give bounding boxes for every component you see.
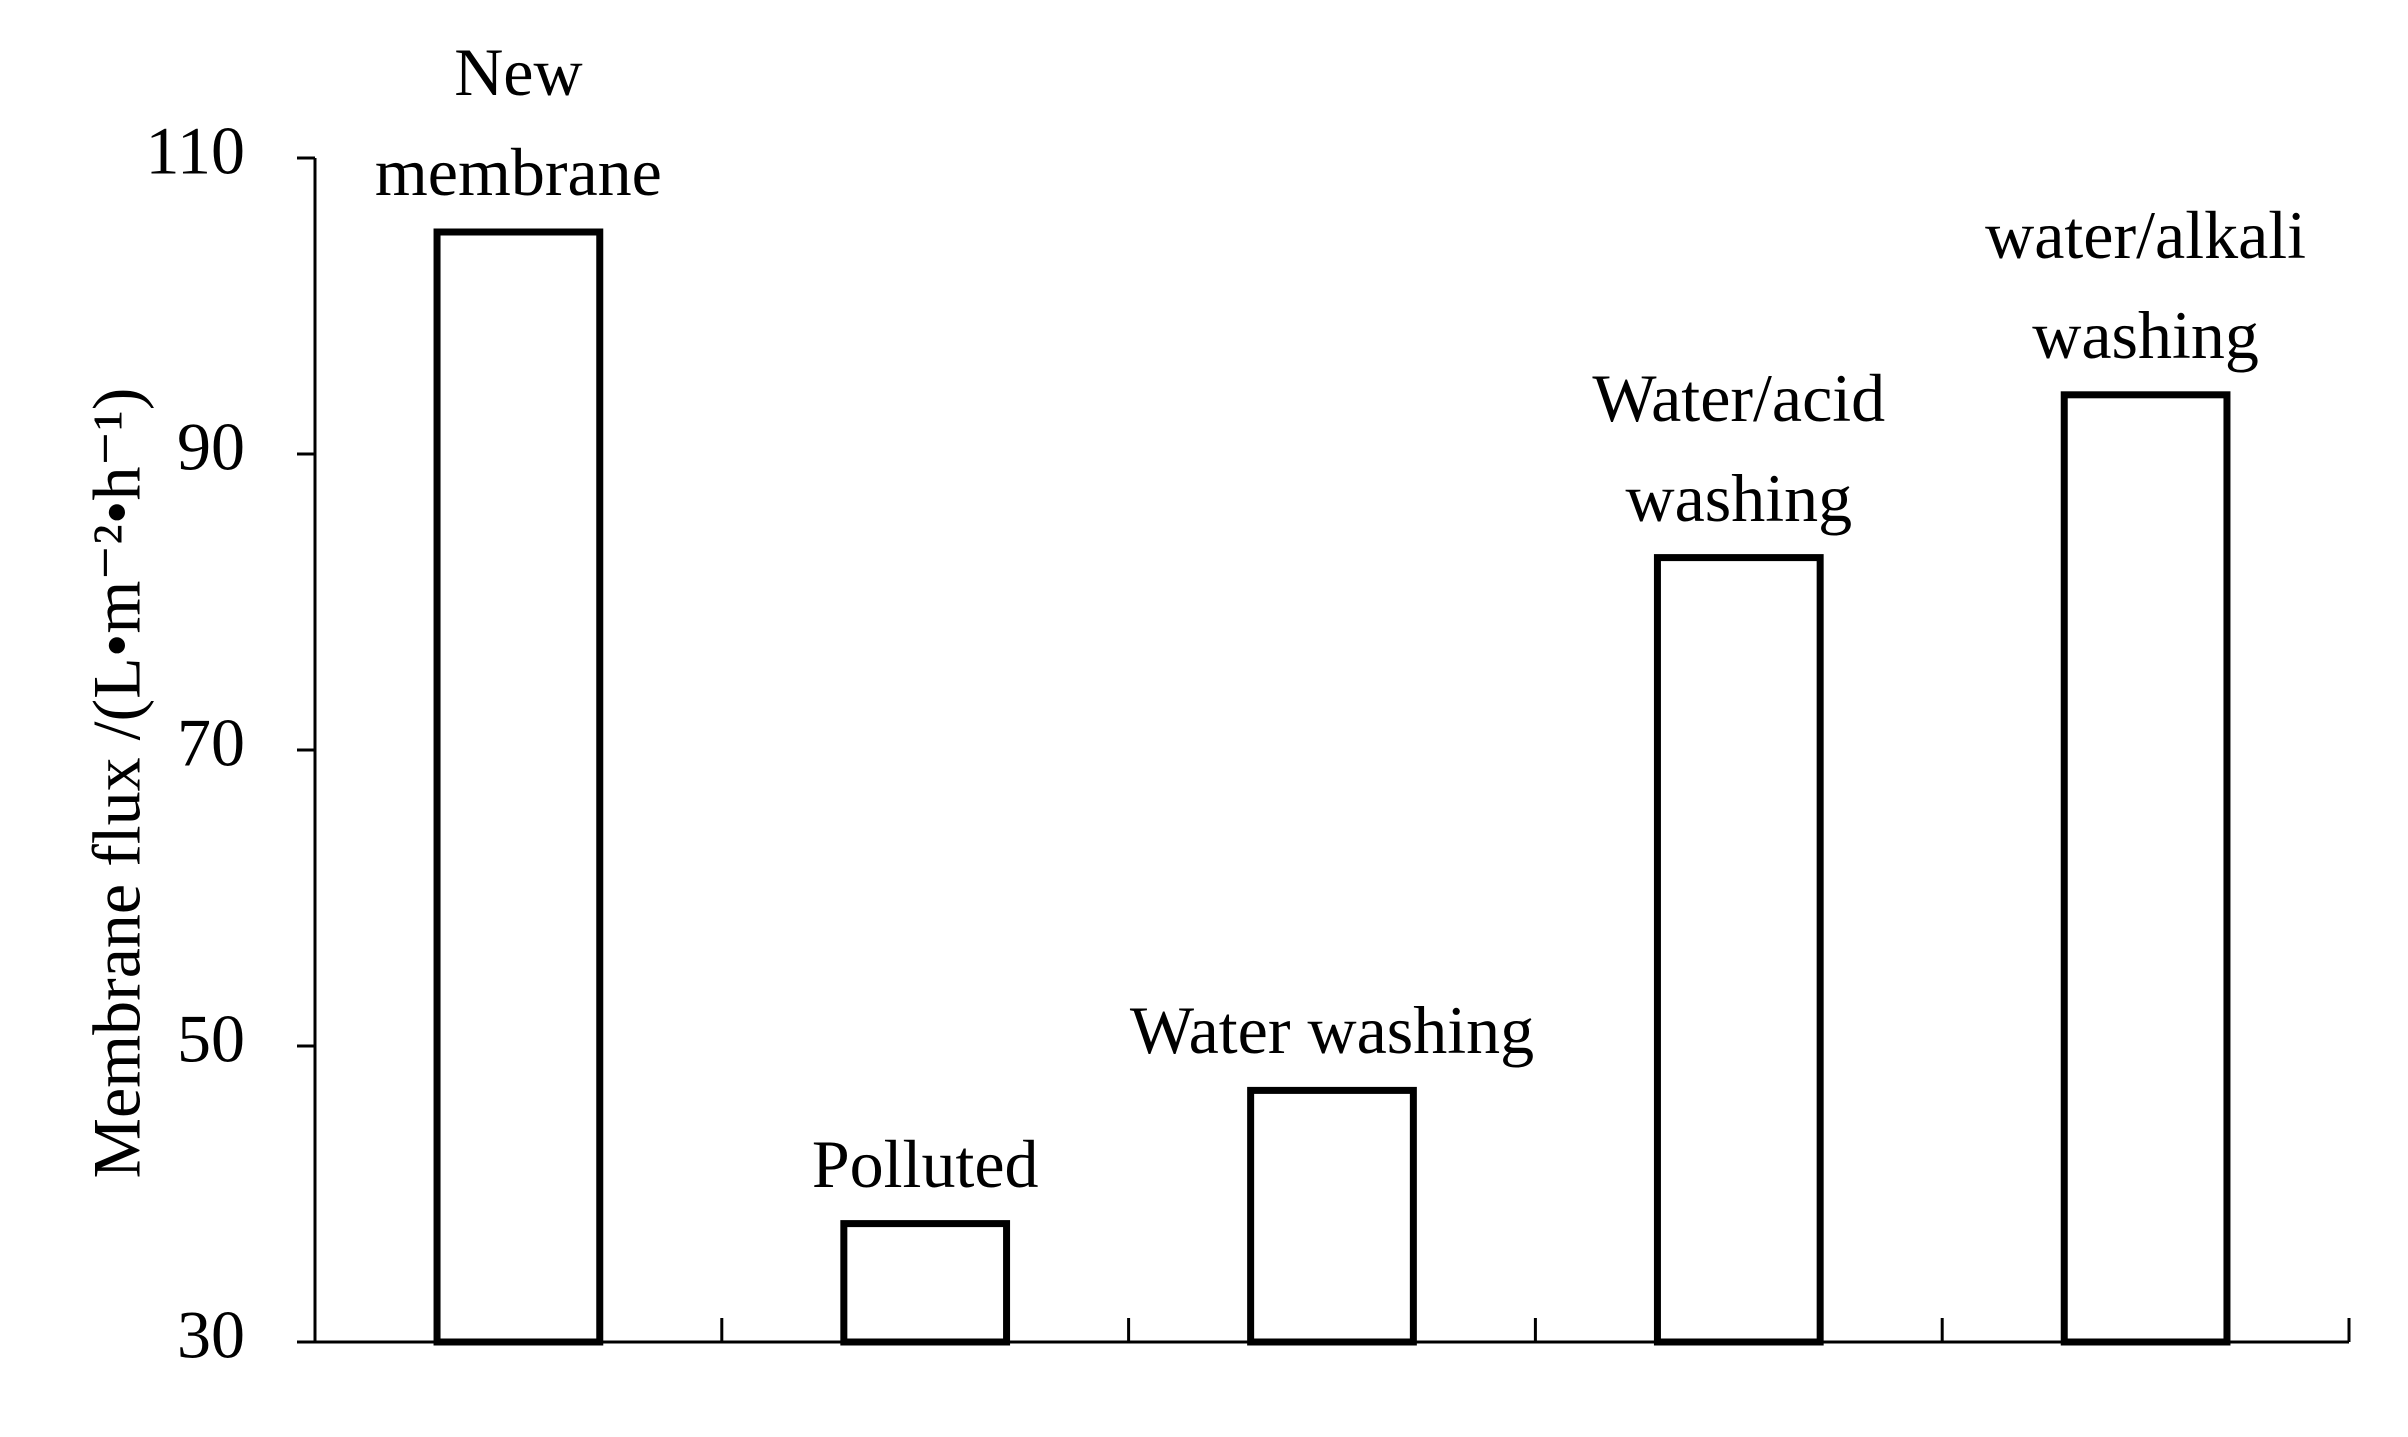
y-tick-label: 90 xyxy=(177,409,245,485)
y-axis-label: Membrane flux /(L•m⁻²•h⁻¹) xyxy=(79,388,155,1179)
bar xyxy=(1247,1086,1417,1346)
category-label: New membrane xyxy=(374,34,662,210)
y-tick-label: 30 xyxy=(177,1297,245,1373)
bar xyxy=(2060,391,2231,1346)
category-label: Water/acid washing xyxy=(1592,359,1886,536)
y-tick-label: 70 xyxy=(177,705,245,781)
bar xyxy=(840,1220,1011,1346)
category-label: water/alkali washing xyxy=(1985,196,2307,373)
category-label: Water washing xyxy=(1129,992,1535,1069)
category-label: Polluted xyxy=(811,1125,1039,1202)
bar xyxy=(433,228,604,1346)
bar xyxy=(1653,554,1824,1346)
y-tick-label: 110 xyxy=(146,113,245,189)
y-tick-label: 50 xyxy=(177,1001,245,1077)
